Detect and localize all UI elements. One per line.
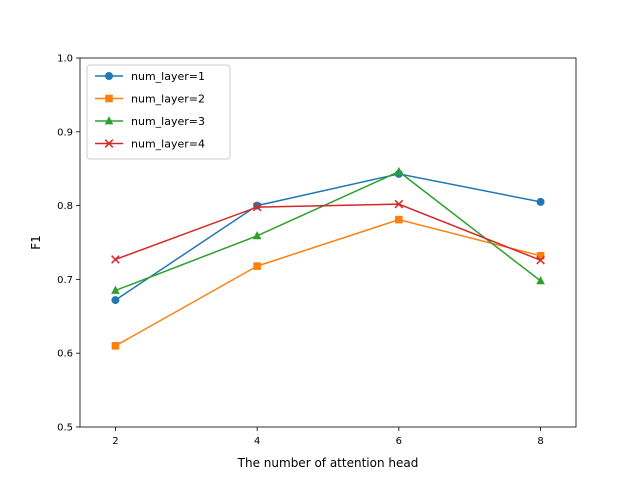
- data-point: [252, 202, 262, 212]
- series-line: [115, 203, 541, 261]
- x-tick-label: 4: [254, 436, 260, 447]
- series-line: [115, 173, 541, 301]
- data-point: [536, 276, 545, 285]
- x-axis: 2 4 6 8: [112, 427, 544, 447]
- y-axis: 0.5 0.6 0.7 0.8 0.9 1.0: [57, 54, 80, 434]
- x-tick-label: 6: [396, 436, 402, 447]
- data-point: [394, 166, 404, 176]
- legend-item: num_layer=2: [95, 93, 205, 106]
- data-point: [111, 255, 120, 264]
- data-point: [536, 251, 545, 260]
- y-tick-label: 0.8: [57, 201, 73, 212]
- legend-item: num_layer=1: [95, 70, 205, 83]
- data-point: [111, 285, 120, 294]
- y-axis-label: F1: [29, 235, 43, 250]
- legend-marker: [104, 116, 114, 125]
- series-2: [111, 215, 545, 350]
- series-layer: [111, 166, 545, 350]
- x-tick-label: 8: [537, 436, 543, 447]
- series-4: [111, 199, 545, 265]
- legend-label: num_layer=4: [131, 138, 205, 151]
- series-line: [115, 218, 541, 347]
- series-3: [111, 166, 545, 294]
- legend-label: num_layer=3: [131, 115, 205, 128]
- data-point: [253, 262, 261, 270]
- legend-label: num_layer=2: [131, 93, 205, 106]
- series-line: [115, 170, 542, 292]
- y-tick-label: 0.5: [57, 423, 73, 434]
- legend-marker: [104, 139, 114, 148]
- legend-label: num_layer=1: [131, 70, 205, 83]
- data-point: [111, 296, 120, 305]
- data-point: [111, 342, 120, 350]
- data-point: [252, 231, 262, 240]
- plot-area-frame: [79, 57, 577, 428]
- data-point: [394, 199, 404, 209]
- y-tick-label: 0.6: [57, 349, 73, 360]
- y-tick-label: 1.0: [57, 54, 73, 65]
- x-axis-label: The number of attention head: [237, 456, 419, 470]
- legend-marker: [105, 94, 113, 103]
- data-point: [536, 197, 545, 206]
- legend-marker: [105, 72, 113, 80]
- legend-item: num_layer=3: [95, 115, 205, 128]
- x-tick-label: 2: [112, 436, 118, 447]
- y-tick-label: 0.7: [57, 275, 73, 286]
- data-point: [536, 255, 545, 265]
- y-tick-label: 0.9: [57, 127, 73, 138]
- legend-box: [86, 64, 231, 160]
- data-point: [395, 215, 403, 224]
- legend: num_layer=1 num_layer=2 num_layer=3 num_lay…: [86, 64, 231, 160]
- legend-item: num_layer=4: [95, 138, 205, 151]
